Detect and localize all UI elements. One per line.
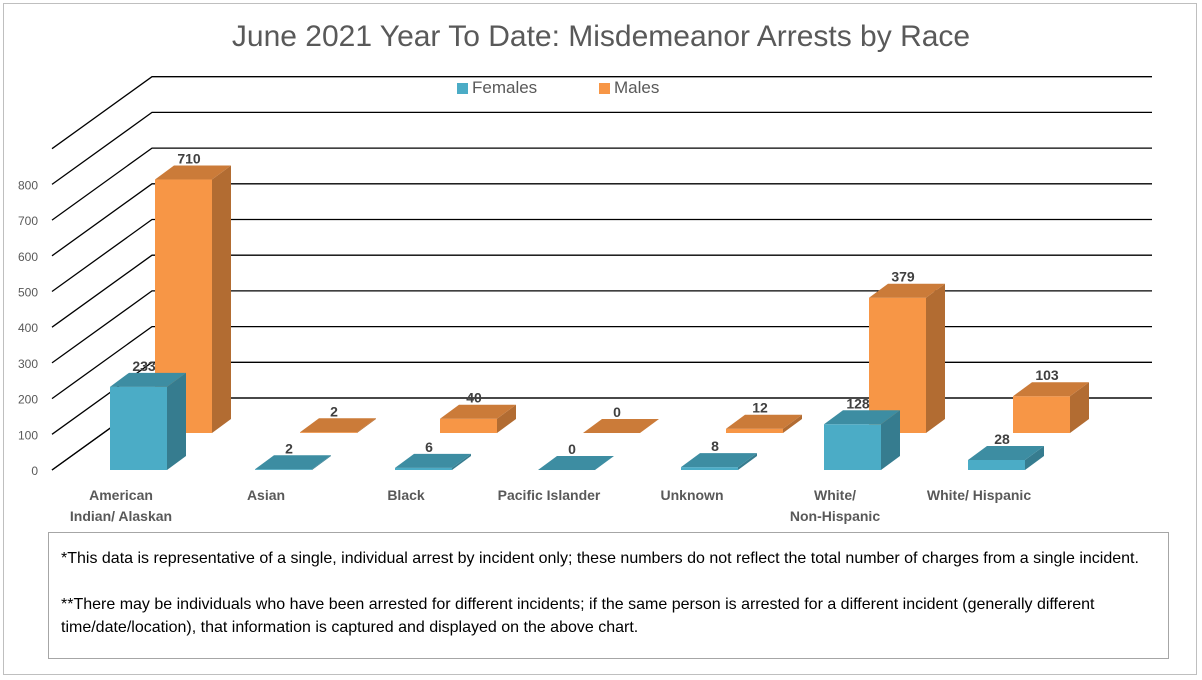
legend-swatch-females [457,82,468,94]
x-category-label: Unknown [661,487,724,503]
bar-females-top [681,453,757,468]
x-category-label: White/ Hispanic [927,487,1031,503]
legend: Females Males [0,78,1202,100]
bar-males-top [440,404,516,419]
bar-females-top [824,410,900,425]
footnote-box: *This data is representative of a single… [48,532,1169,659]
bar-females-top [538,456,614,470]
data-label-females: 0 [568,441,576,457]
bar-females-front [681,467,738,470]
gridline [51,254,1152,328]
data-label-males: 379 [891,269,915,285]
bar-females-front [395,467,452,470]
gridline [51,111,1152,185]
footnote-1: *This data is representative of a single… [61,550,1139,567]
bar-females-top [968,446,1044,461]
x-category-label: Asian [247,487,285,503]
bar-females-top [110,372,186,387]
bar-males-top [300,418,376,433]
y-tick-label: 0 [31,464,38,478]
bar-females-side [881,410,900,470]
bar-males-front [440,418,497,433]
footnote-2: **There may be individuals who have been… [61,596,1095,636]
y-tick-label: 300 [18,357,38,371]
data-label-females: 128 [846,395,870,411]
bar-males-top [869,283,945,298]
bar-males-front [1013,396,1070,433]
legend-swatch-males [599,82,610,94]
bar-males-side [783,414,802,433]
bar-males-top [583,419,659,433]
gridline [51,183,1152,257]
legend-label-males: Males [614,78,660,97]
chart-frame [3,3,1197,675]
x-category-label: Indian/ Alaskan [70,508,172,524]
bar-females-side [738,453,757,470]
data-label-females: 8 [711,438,719,454]
bar-males-side [357,418,376,433]
data-label-females: 2 [285,440,293,456]
y-tick-label: 500 [18,286,38,300]
y-tick-label: 800 [18,178,38,192]
gridline [51,218,1152,293]
gridline [51,76,1152,150]
gridline [51,361,1152,435]
data-label-females: 6 [425,439,433,455]
data-label-females: 28 [994,431,1010,447]
chart-title: June 2021 Year To Date: Misdemeanor Arre… [231,20,971,53]
bar-males-side [926,283,945,433]
gridline [51,325,1152,400]
bar-females-front [824,424,881,470]
bar-males-front [726,428,783,433]
x-category-label: Black [387,487,425,503]
data-label-males: 0 [613,404,621,420]
y-tick-label: 700 [18,214,38,228]
data-label-males: 2 [330,403,338,419]
bar-females-top [255,455,331,470]
x-category-label: White/ [814,487,856,503]
gridline [51,147,1152,221]
data-label-males: 103 [1035,367,1059,383]
bar-males-side [1070,382,1089,433]
bar-males-side [497,404,516,433]
x-category-label: American [89,487,153,503]
bar-males-top [155,165,231,180]
y-tick-label: 600 [18,250,38,264]
bar-females-side [312,455,331,470]
data-label-males: 710 [177,151,201,167]
bar-females-front [110,386,167,470]
data-label-males: 40 [466,390,482,406]
legend-item-males: Males [599,78,659,98]
bar-males-top [1013,382,1089,397]
bar-females-top [395,453,471,468]
bar-females-front [255,469,312,470]
bar-females-side [167,372,186,470]
y-tick-label: 100 [18,428,38,442]
legend-item-females: Females [457,78,537,98]
data-label-females: 233 [132,358,156,374]
data-label-males: 12 [752,400,768,416]
y-tick-label: 400 [18,321,38,335]
y-tick-label: 200 [18,393,38,407]
legend-label-females: Females [472,78,538,97]
bar-females-side [452,453,471,470]
bar-males-top [726,414,802,429]
x-category-label: Pacific Islander [498,487,601,503]
bar-females-side [1025,446,1044,470]
bar-males-side [212,165,231,433]
bar-females-front [968,460,1025,470]
bar-males-front [300,432,357,433]
gridline [51,290,1152,364]
x-category-label: Non-Hispanic [790,508,880,524]
